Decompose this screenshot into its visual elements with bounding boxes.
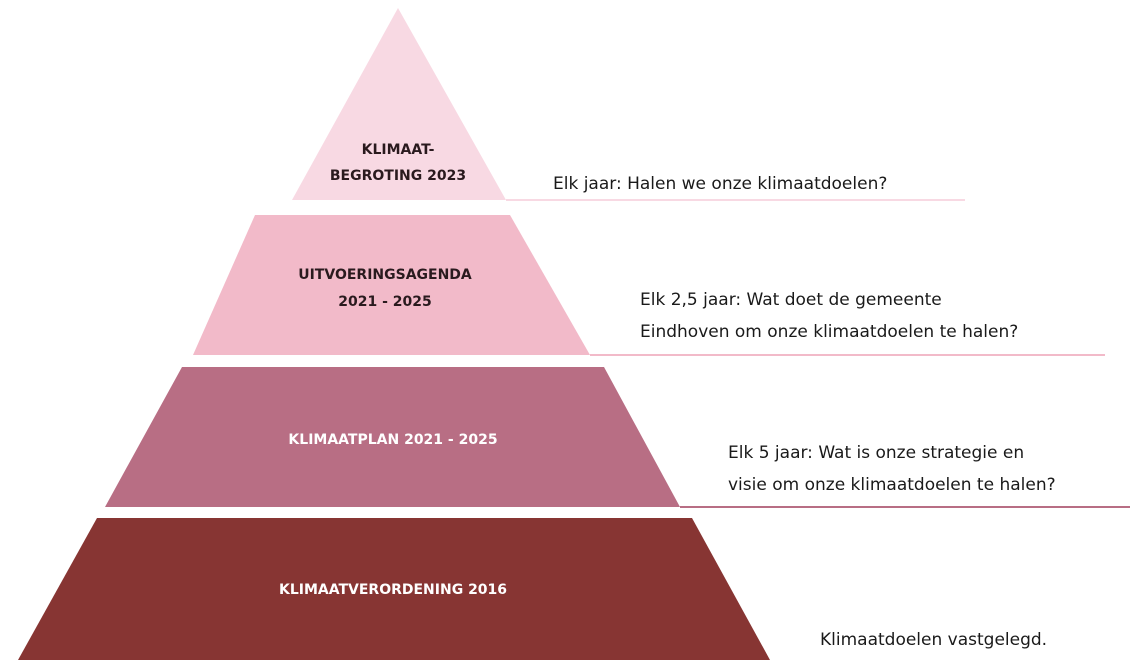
layer-label: UITVOERINGSAGENDA <box>298 267 472 283</box>
layer-4 <box>18 518 770 660</box>
layer-label: BEGROTING 2023 <box>330 168 466 184</box>
layer-2 <box>193 215 590 355</box>
layer-description: Elk 5 jaar: Wat is onze strategie en <box>728 443 1024 463</box>
layer-description: visie om onze klimaatdoelen te halen? <box>728 475 1056 495</box>
layer-label: KLIMAATPLAN 2021 - 2025 <box>288 432 497 448</box>
layer-description: Elk 2,5 jaar: Wat doet de gemeente <box>640 290 942 310</box>
layer-description: Elk jaar: Halen we onze klimaatdoelen? <box>553 174 887 194</box>
layer-3 <box>105 367 680 507</box>
layer-description: Klimaatdoelen vastgelegd. <box>820 630 1047 650</box>
layer-label: 2021 - 2025 <box>338 294 432 310</box>
layer-1 <box>292 8 506 200</box>
layer-description: Eindhoven om onze klimaatdoelen te halen… <box>640 322 1018 342</box>
layer-label: KLIMAATVERORDENING 2016 <box>279 582 507 598</box>
layer-label: KLIMAAT- <box>362 142 435 158</box>
